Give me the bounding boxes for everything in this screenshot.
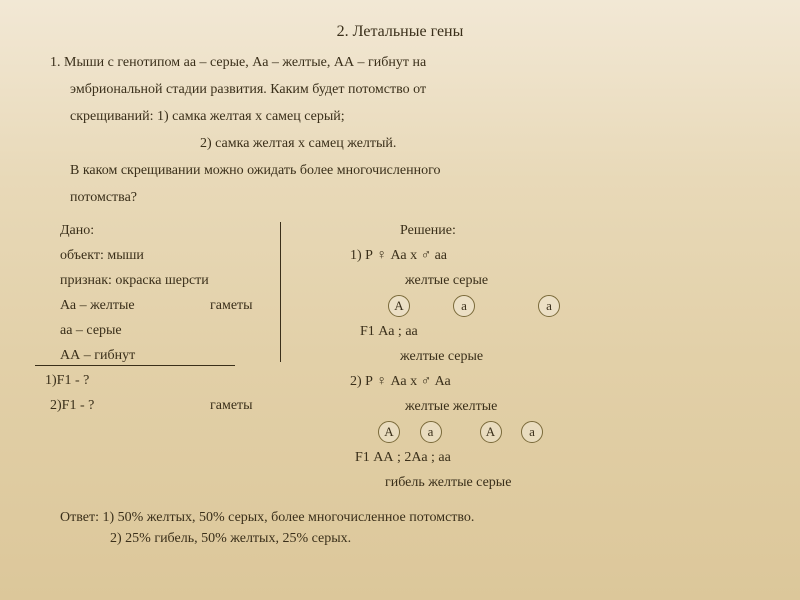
genotype-Aa: Аа – желтые bbox=[60, 298, 135, 313]
q2-text: 2)F1 - ? bbox=[50, 398, 94, 413]
answer-line-2: 2) 25% гибель, 50% желтых, 25% серых. bbox=[60, 528, 760, 549]
cross2-phenotypes: желтые желтые bbox=[350, 396, 760, 417]
problem-line: скрещиваний: 1) самка желтая х самец сер… bbox=[40, 106, 760, 127]
given-aa: аа – серые bbox=[40, 320, 290, 341]
divider-horizontal bbox=[35, 365, 235, 366]
gamete-circle: а bbox=[521, 421, 543, 443]
cross2-F1-phenotypes: гибель желтые серые bbox=[350, 472, 760, 493]
problem-line: потомства? bbox=[40, 187, 760, 208]
given-AA: АА – гибнут bbox=[40, 345, 290, 366]
problem-line: В каком скрещивании можно ожидать более … bbox=[40, 160, 760, 181]
problem-line: 1. Мыши с генотипом аа – серые, Аа – жел… bbox=[40, 52, 760, 73]
gametes-label: гаметы bbox=[210, 295, 253, 316]
gamete-circle: А bbox=[388, 295, 410, 317]
divider-vertical bbox=[280, 222, 281, 362]
problem-line: 2) самка желтая х самец желтый. bbox=[40, 133, 760, 154]
gamete-circle: А bbox=[378, 421, 400, 443]
solution-block: Решение: 1) Р ♀ Аа х ♂ аа желтые серые А… bbox=[290, 220, 760, 497]
cross2-gametes: А а А а bbox=[350, 421, 760, 443]
gamete-circle: а bbox=[453, 295, 475, 317]
solution-area: Дано: объект: мыши признак: окраска шерс… bbox=[40, 220, 760, 497]
gamete-circle: а bbox=[420, 421, 442, 443]
problem-line: эмбриональной стадии развития. Каким буд… bbox=[40, 79, 760, 100]
solution-header: Решение: bbox=[350, 220, 760, 241]
cross2-parents: 2) Р ♀ Аа х ♂ Аа bbox=[350, 371, 760, 392]
given-object: объект: мыши bbox=[40, 245, 290, 266]
cross1-F1: F1 Аа ; аа bbox=[350, 321, 760, 342]
answer-block: Ответ: 1) 50% желтых, 50% серых, более м… bbox=[40, 507, 760, 549]
cross2-F1: F1 АА ; 2Аа ; аа bbox=[350, 447, 760, 468]
answer-line-1: Ответ: 1) 50% желтых, 50% серых, более м… bbox=[60, 507, 760, 528]
gametes-label: гаметы bbox=[210, 395, 253, 416]
gamete-circle: а bbox=[538, 295, 560, 317]
cross1-gametes: А а а bbox=[350, 295, 760, 317]
given-Aa: Аа – желтые гаметы bbox=[40, 295, 290, 316]
question-2: 2)F1 - ? гаметы bbox=[40, 395, 290, 416]
given-trait: признак: окраска шерсти bbox=[40, 270, 290, 291]
cross1-phenotypes: желтые серые bbox=[350, 270, 760, 291]
gamete-circle: А bbox=[480, 421, 502, 443]
section-title: 2. Летальные гены bbox=[40, 20, 760, 44]
cross1-F1-phenotypes: желтые серые bbox=[350, 346, 760, 367]
cross1-parents: 1) Р ♀ Аа х ♂ аа bbox=[350, 245, 760, 266]
given-block: Дано: объект: мыши признак: окраска шерс… bbox=[40, 220, 290, 497]
question-1: 1)F1 - ? bbox=[40, 370, 290, 391]
problem-statement: 1. Мыши с генотипом аа – серые, Аа – жел… bbox=[40, 52, 760, 208]
given-header: Дано: bbox=[40, 220, 290, 241]
